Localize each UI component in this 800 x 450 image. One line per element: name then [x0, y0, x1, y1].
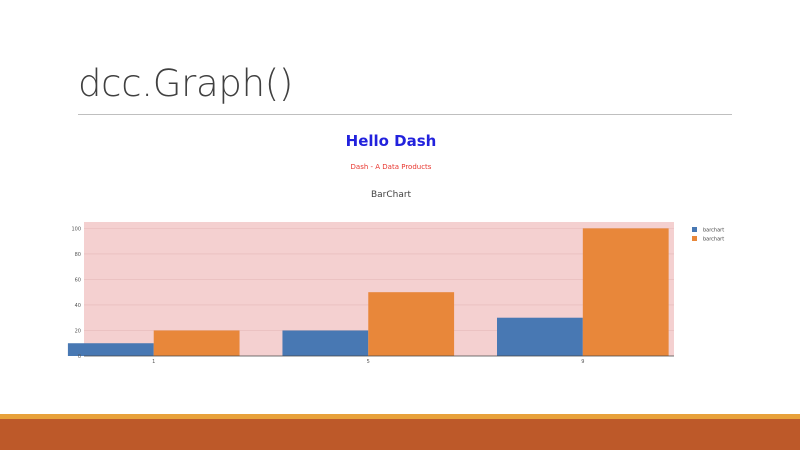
legend[interactable]: barchart barchart [692, 227, 724, 243]
legend-label[interactable]: barchart [703, 237, 724, 243]
y-tick-label: 60 [75, 277, 81, 283]
legend-label[interactable]: barchart [703, 228, 724, 234]
y-tick-label: 20 [75, 328, 81, 334]
chart-title: BarChart [371, 190, 412, 200]
x-tick-label: 1 [152, 359, 155, 365]
bar-1-1[interactable] [67, 343, 154, 356]
y-tick-label: 0 [78, 354, 81, 360]
title-divider [78, 114, 732, 115]
bar-1-5[interactable] [282, 330, 369, 356]
bar-2-5[interactable] [368, 292, 455, 356]
bar-series[interactable] [67, 228, 669, 356]
app-heading: Hello Dash [345, 132, 437, 150]
footer-accent-stripe [0, 414, 800, 419]
slide-title: dcc.Graph() [78, 62, 293, 105]
x-tick-label: 5 [367, 359, 370, 365]
app-subheading: Dash - A Data Products [350, 163, 432, 171]
y-axis-ticks: 0 20 40 60 80 100 [71, 226, 81, 360]
y-tick-label: 80 [75, 252, 81, 258]
bar-2-9[interactable] [582, 228, 669, 356]
legend-swatch [692, 227, 697, 232]
x-tick-label: 9 [581, 359, 584, 365]
y-tick-label: 40 [75, 303, 81, 309]
bar-2-1[interactable] [153, 330, 240, 356]
bar-1-9[interactable] [497, 317, 583, 356]
legend-swatch [692, 236, 697, 241]
footer-bar [0, 419, 800, 450]
x-axis-ticks: 1 5 9 [152, 359, 584, 365]
y-tick-label: 100 [71, 226, 81, 232]
